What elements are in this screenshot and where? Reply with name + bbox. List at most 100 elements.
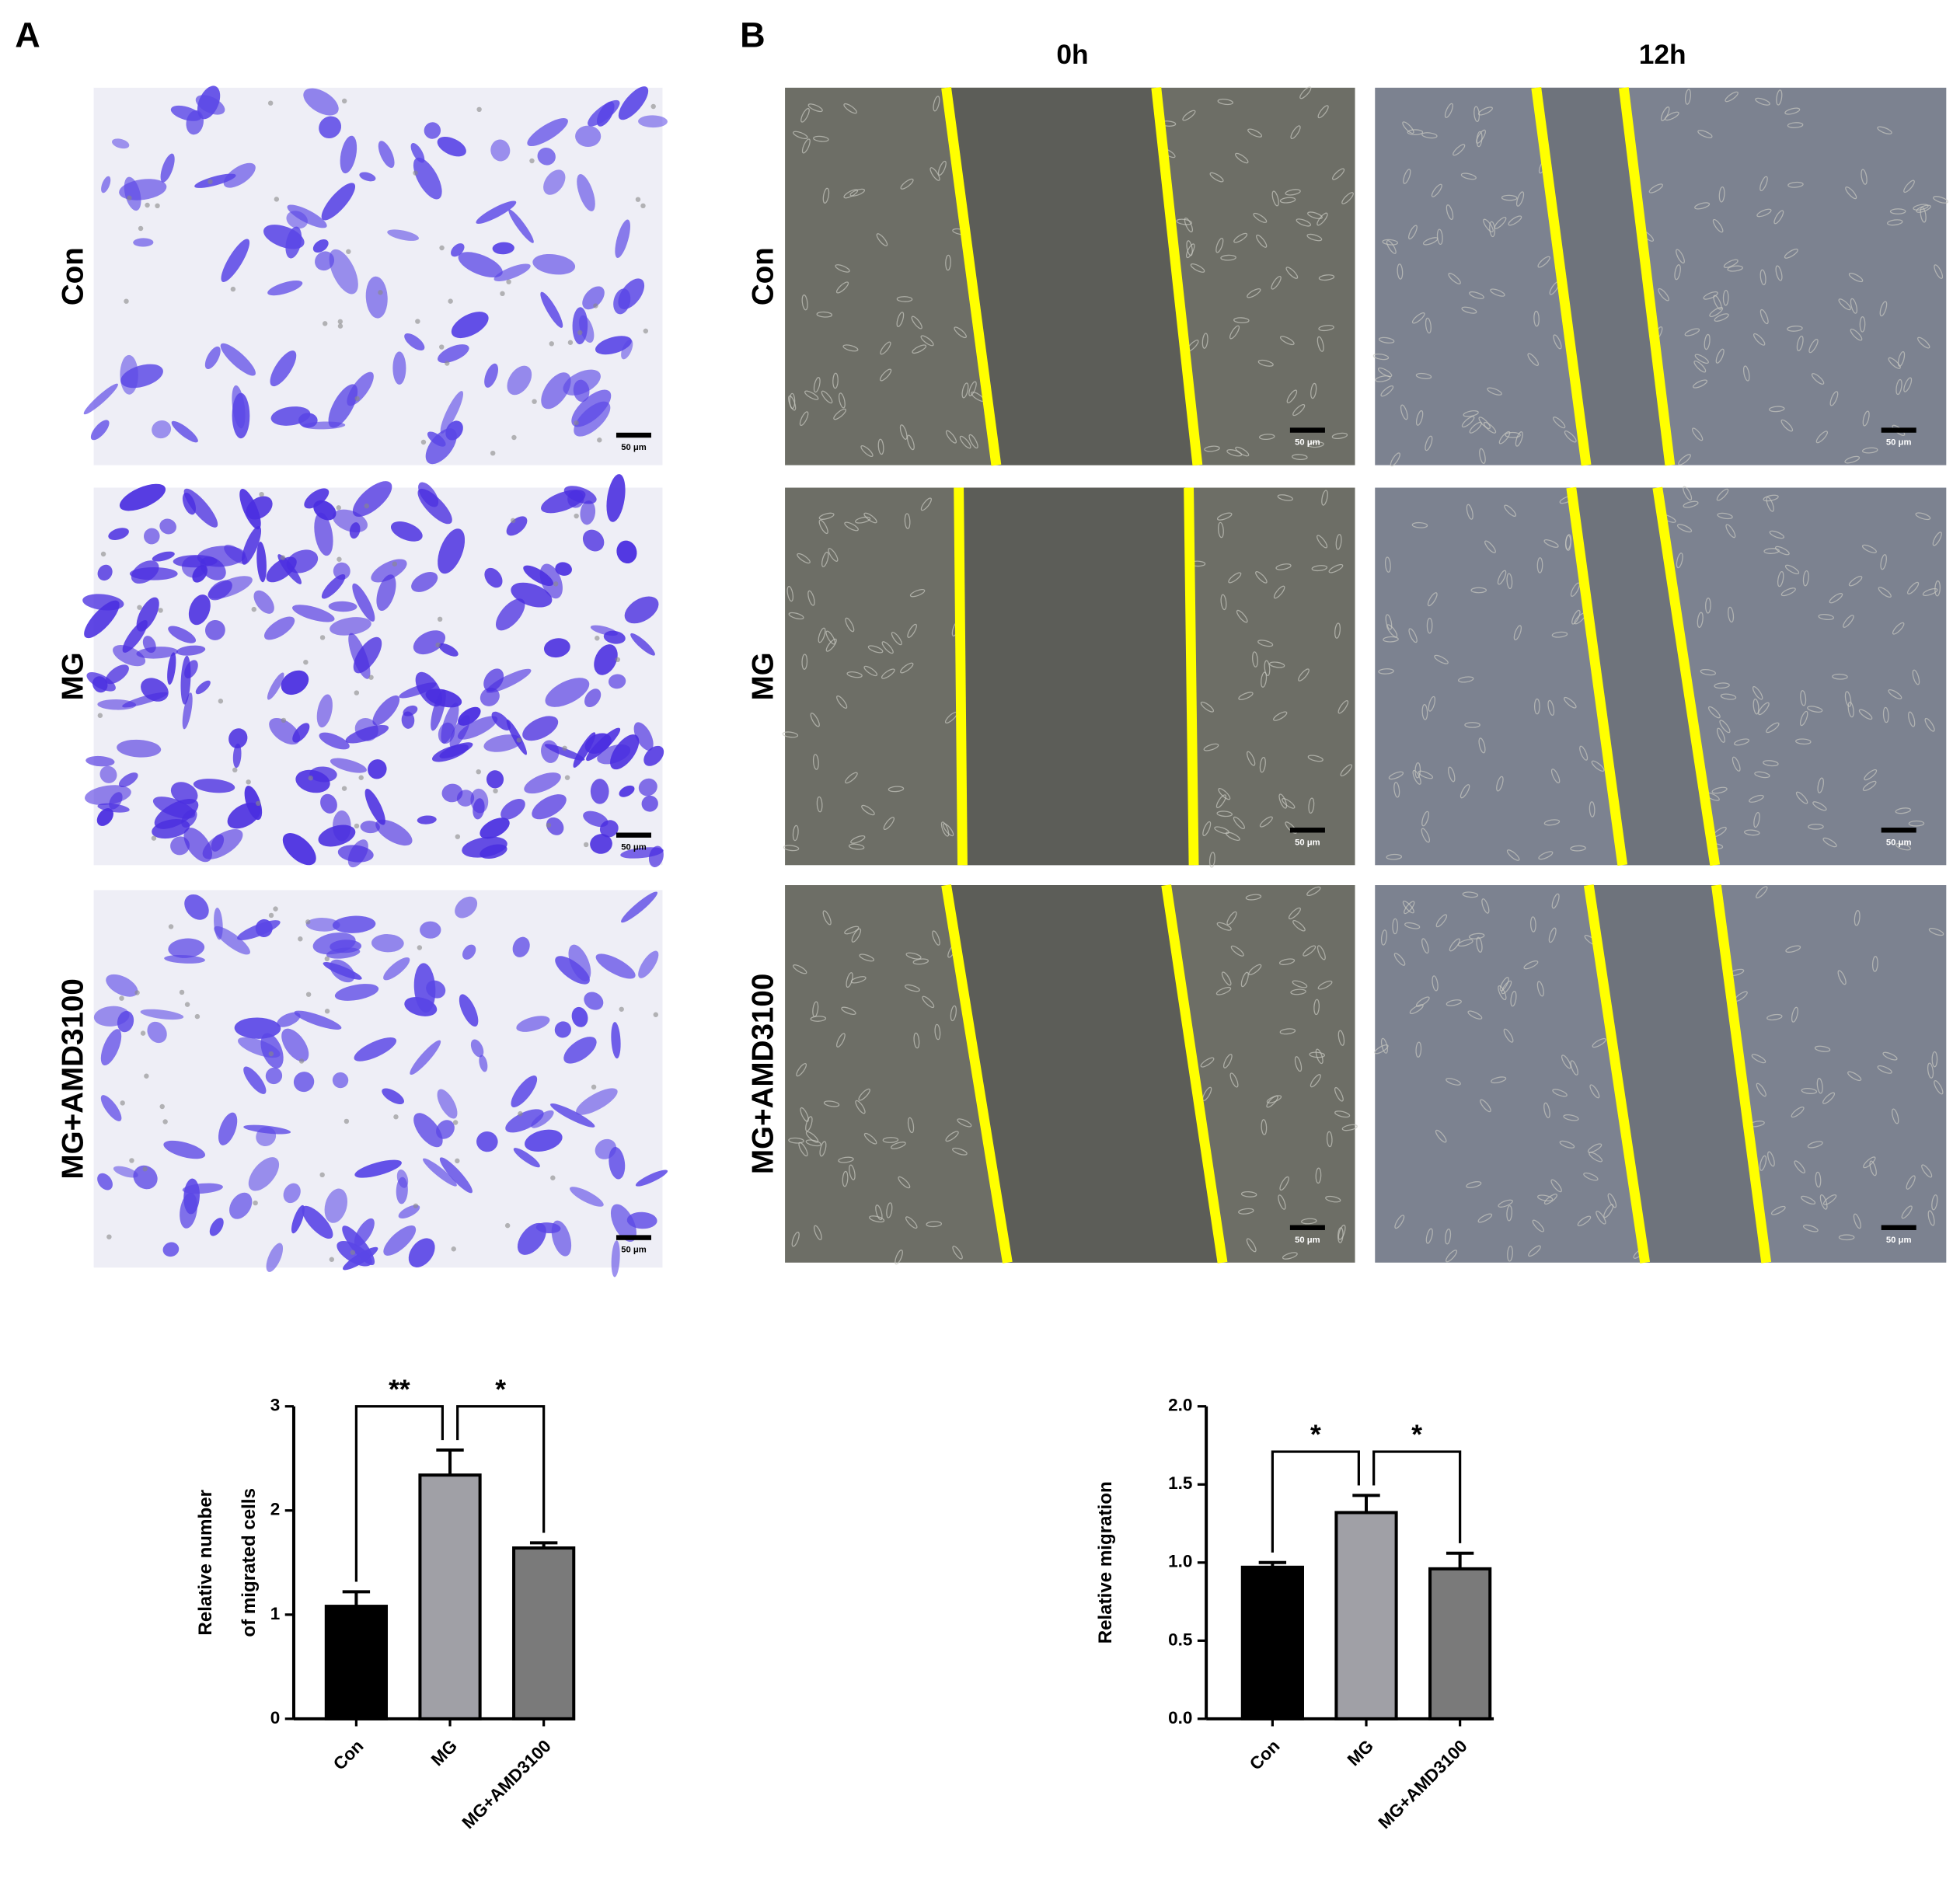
stained-cell xyxy=(168,626,197,643)
stained-cell xyxy=(436,1120,455,1139)
cell xyxy=(1683,486,1693,501)
stained-cell xyxy=(286,549,319,573)
cell xyxy=(968,434,978,449)
pore xyxy=(259,491,264,497)
cell xyxy=(1468,933,1485,939)
cell xyxy=(1435,1129,1447,1143)
cell xyxy=(1565,535,1571,551)
cell xyxy=(1888,357,1901,369)
stained-cell xyxy=(555,562,572,576)
cell xyxy=(1922,587,1938,596)
cell xyxy=(1763,760,1779,767)
pore xyxy=(158,608,163,613)
pore xyxy=(337,556,342,562)
stained-cell xyxy=(143,528,160,545)
stained-cell xyxy=(242,525,262,565)
pore xyxy=(324,956,330,962)
cell xyxy=(1515,431,1523,447)
stained-cell xyxy=(184,894,209,920)
stained-cell xyxy=(606,474,626,522)
cell xyxy=(1460,173,1477,180)
cell xyxy=(1325,1195,1341,1203)
cell xyxy=(1871,956,1878,972)
cell xyxy=(1334,622,1341,639)
stained-cell xyxy=(563,486,597,504)
cell xyxy=(1928,927,1944,936)
cell xyxy=(1285,189,1301,196)
scale-bar-label: 50 μm xyxy=(1886,438,1912,448)
stained-cell xyxy=(611,1240,620,1278)
cell xyxy=(1814,1045,1831,1052)
cell xyxy=(1877,126,1892,134)
cell xyxy=(1498,985,1507,1001)
cell xyxy=(818,519,828,535)
stained-cell xyxy=(162,1242,180,1257)
cell xyxy=(1235,152,1249,164)
cell xyxy=(945,1131,959,1142)
x-tick-label: MG xyxy=(1344,1736,1377,1769)
cell xyxy=(1796,335,1804,352)
stained-cell xyxy=(202,829,243,859)
cell xyxy=(880,341,891,355)
stained-cell xyxy=(480,687,500,706)
stained-cell xyxy=(483,734,522,752)
pore xyxy=(159,1103,165,1110)
cell xyxy=(1766,722,1780,734)
cell xyxy=(1892,622,1905,635)
y-tick-label: 0.5 xyxy=(1168,1630,1192,1649)
stained-cell xyxy=(194,173,236,188)
cell xyxy=(1271,276,1282,290)
cell xyxy=(1570,1060,1578,1075)
scale-bar xyxy=(616,832,651,838)
cell xyxy=(1388,771,1404,780)
cell xyxy=(881,668,895,679)
cell xyxy=(1719,720,1731,734)
cell xyxy=(1903,377,1913,392)
stained-cell xyxy=(305,918,340,932)
cell xyxy=(1326,1131,1333,1148)
cell xyxy=(879,368,892,382)
cell xyxy=(1402,901,1414,914)
cell xyxy=(1678,454,1691,465)
stained-cell xyxy=(610,734,640,770)
stained-cell xyxy=(511,582,553,608)
cell xyxy=(1318,274,1335,281)
pore xyxy=(319,635,326,640)
cell xyxy=(1446,999,1462,1006)
cell xyxy=(1479,448,1486,464)
stained-cell xyxy=(84,600,120,639)
pore xyxy=(550,1175,556,1180)
cell xyxy=(1378,336,1395,344)
pore xyxy=(341,786,347,791)
cell xyxy=(1676,553,1683,569)
cell xyxy=(1744,829,1760,836)
stained-cell xyxy=(571,389,612,427)
cell xyxy=(1863,1156,1876,1169)
cell xyxy=(1463,410,1479,417)
pore xyxy=(162,1119,168,1124)
pore xyxy=(129,1158,134,1163)
cell xyxy=(842,344,859,352)
cell xyxy=(801,654,808,670)
stained-cell xyxy=(590,834,612,854)
stained-cell xyxy=(584,689,602,708)
stained-cell xyxy=(329,249,358,295)
cell xyxy=(1404,901,1415,915)
cell xyxy=(1385,614,1393,630)
cell xyxy=(1727,265,1743,272)
stained-cell xyxy=(643,745,664,766)
cell xyxy=(807,590,815,606)
cell xyxy=(1247,751,1256,766)
pore xyxy=(140,1030,146,1036)
stained-cell xyxy=(209,1218,224,1236)
cell xyxy=(1390,452,1400,467)
cell xyxy=(1734,738,1750,746)
cell xyxy=(1901,1205,1913,1219)
bar xyxy=(1240,1565,1304,1720)
cell xyxy=(1252,651,1258,668)
cell xyxy=(1278,958,1296,965)
stained-cell xyxy=(582,529,605,552)
cell xyxy=(1215,794,1227,809)
cell xyxy=(1916,204,1931,213)
stained-cell xyxy=(438,344,469,363)
